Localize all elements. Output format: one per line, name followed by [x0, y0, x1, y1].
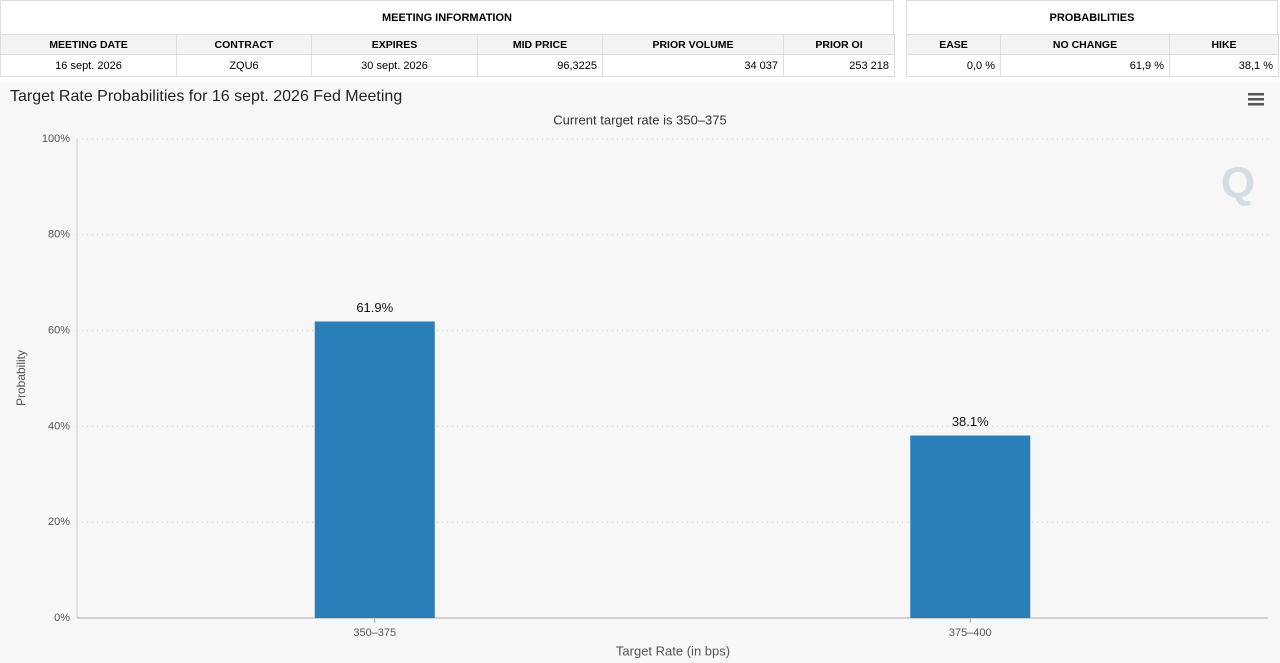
column-header: EASE — [906, 34, 1001, 55]
chart: Target Rate Probabilities for 16 sept. 2… — [0, 82, 1280, 663]
x-axis-title: Target Rate (in bps) — [616, 643, 730, 658]
table-cell: 16 sept. 2026 — [0, 54, 177, 77]
menu-button[interactable] — [1248, 93, 1264, 106]
column-header: EXPIRES — [311, 34, 478, 55]
menu-bar — [1248, 98, 1264, 101]
table-title: PROBABILITIES — [906, 0, 1278, 35]
column-header: MEETING DATE — [0, 34, 177, 55]
column-header: PRIOR OI — [783, 34, 895, 55]
chart-title: Target Rate Probabilities for 16 sept. 2… — [10, 88, 402, 105]
table-cell: 0,0 % — [906, 54, 1001, 77]
bar — [314, 321, 435, 618]
y-axis-title: Probability — [14, 350, 28, 406]
table-cell: 253 218 — [783, 54, 895, 77]
data-label: 38.1% — [952, 414, 989, 429]
table-cell: ZQU6 — [176, 54, 312, 77]
data-label: 61.9% — [356, 300, 393, 315]
menu-bar — [1248, 93, 1264, 96]
logo: Q — [1221, 159, 1255, 208]
y-tick-label: 60% — [48, 325, 70, 337]
menu-bar — [1248, 103, 1264, 106]
column-header: PRIOR VOLUME — [602, 34, 784, 55]
y-tick-label: 100% — [42, 133, 70, 145]
column-header: NO CHANGE — [1000, 34, 1170, 55]
table-cell: 30 sept. 2026 — [311, 54, 478, 77]
y-tick-label: 40% — [48, 420, 70, 432]
y-tick-label: 80% — [48, 229, 70, 241]
table-cell: 96,3225 — [477, 54, 603, 77]
table-cell: 61,9 % — [1000, 54, 1170, 77]
column-header: HIKE — [1169, 34, 1279, 55]
column-header: MID PRICE — [477, 34, 603, 55]
x-tick-label: 350–375 — [353, 627, 396, 639]
bar — [910, 435, 1031, 618]
table-title: MEETING INFORMATION — [0, 0, 894, 35]
table-cell: 34 037 — [602, 54, 784, 77]
chart-background — [0, 82, 1280, 663]
column-header: CONTRACT — [176, 34, 312, 55]
x-tick-label: 375–400 — [949, 627, 992, 639]
table-cell: 38,1 % — [1169, 54, 1279, 77]
y-tick-label: 0% — [54, 612, 70, 624]
y-tick-label: 20% — [48, 516, 70, 528]
chart-subtitle: Current target rate is 350–375 — [553, 112, 726, 127]
